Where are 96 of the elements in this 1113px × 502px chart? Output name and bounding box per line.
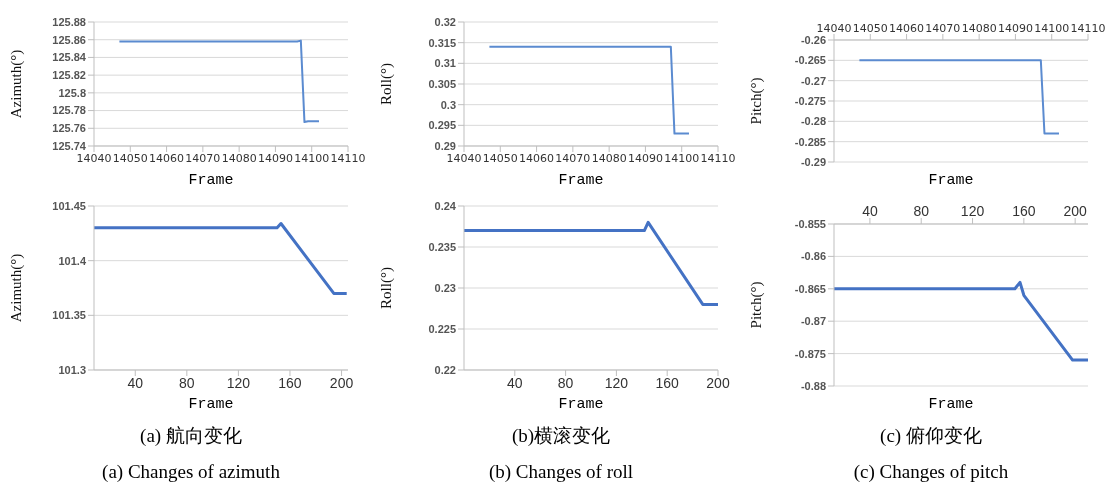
x-tick-label: 120: [960, 203, 985, 219]
text: (a) Changes of azimuth: [101, 461, 281, 483]
x-tick-label: 40: [862, 203, 878, 219]
x-tick-label: 80: [557, 374, 574, 391]
y-tick-label: -0.265: [794, 54, 826, 67]
y-axis-title: Azimuth(°): [8, 49, 26, 119]
y-tick-label: 125.82: [52, 69, 86, 82]
y-tick-label: -0.29: [800, 155, 826, 168]
y-tick-label: 125.8: [58, 86, 86, 99]
y-tick-label: 0.24: [434, 199, 457, 212]
x-axis-title: Frame: [557, 396, 605, 413]
y-tick-label: 101.3: [58, 363, 86, 376]
x-tick-label: 14090: [627, 151, 663, 165]
y-tick-label: -0.87: [800, 315, 826, 328]
y-tick-label: -0.855: [794, 217, 826, 230]
x-tick-label: 200: [1063, 203, 1088, 219]
x-tick-label: 14100: [294, 151, 330, 165]
x-tick-label: 200: [329, 374, 354, 391]
x-tick-label: 14040: [446, 151, 482, 165]
x-axis-title: Frame: [927, 172, 975, 189]
x-tick-label: 14050: [852, 22, 888, 35]
y-tick-label: -0.28: [800, 115, 826, 128]
y-tick-label: 125.74: [52, 139, 87, 152]
x-tick-label: 160: [1012, 203, 1036, 219]
x-tick-label: 14100: [664, 151, 700, 165]
line-series: [118, 39, 320, 124]
x-tick-label: 14050: [112, 151, 148, 165]
x-tick-label: 14100: [1034, 22, 1070, 35]
x-tick-label: 14070: [185, 151, 221, 165]
x-tick-label: 14110: [700, 151, 736, 165]
y-tick-label: -0.88: [800, 379, 826, 392]
x-tick-label: 14070: [555, 151, 591, 165]
x-axis-title: Frame: [187, 396, 235, 413]
x-tick-label: 80: [179, 374, 195, 391]
line-series: [834, 280, 1088, 362]
x-tick-label: 14110: [1070, 22, 1106, 35]
x-tick-label: 80: [913, 203, 930, 219]
text: (b) Changes of roll: [487, 461, 635, 483]
x-tick-label: 160: [655, 374, 680, 391]
x-tick-label: 14110: [330, 151, 366, 165]
y-tick-label: 0.31: [434, 57, 456, 70]
x-tick-label: 14080: [221, 151, 257, 165]
x-tick-label: 14050: [482, 151, 518, 165]
y-axis-title: Roll(°): [378, 267, 396, 309]
y-axis-title: Roll(°): [378, 63, 396, 105]
x-tick-label: 40: [507, 374, 523, 391]
y-tick-label: 0.315: [428, 36, 456, 49]
x-tick-label: 120: [604, 374, 629, 391]
y-tick-label: 125.88: [52, 15, 86, 28]
y-tick-label: 101.4: [58, 254, 87, 267]
x-tick-label: 14090: [997, 22, 1033, 35]
y-tick-label: 0.32: [434, 15, 456, 28]
y-axis-title: Azimuth(°): [8, 253, 26, 323]
x-tick-label: 14070: [925, 22, 961, 35]
y-tick-label: 125.86: [52, 33, 86, 46]
text: (b)横滚变化: [510, 424, 612, 448]
x-tick-label: 14040: [816, 22, 852, 35]
y-tick-label: 101.45: [52, 199, 86, 212]
x-tick-label: 200: [706, 374, 730, 391]
y-tick-label: -0.27: [800, 74, 826, 87]
x-axis-title: Frame: [927, 396, 975, 413]
y-tick-label: 0.3: [440, 98, 456, 111]
x-tick-label: 14080: [961, 22, 997, 35]
y-tick-label: -0.285: [794, 135, 826, 148]
y-tick-label: 125.76: [52, 122, 86, 135]
y-tick-label: 0.305: [428, 77, 456, 90]
x-tick-label: 14060: [889, 22, 925, 35]
text: (c) 俯仰变化: [879, 424, 983, 448]
x-tick-label: 14080: [591, 151, 627, 165]
y-tick-label: 101.35: [52, 309, 86, 322]
y-tick-label: 0.295: [428, 119, 456, 132]
y-tick-label: -0.865: [794, 282, 826, 295]
y-tick-label: -0.26: [800, 33, 826, 46]
y-tick-label: 0.29: [434, 139, 456, 152]
x-tick-label: 14090: [257, 151, 293, 165]
y-axis-title: Pitch(°): [748, 77, 766, 125]
y-tick-label: 0.23: [434, 281, 456, 294]
y-axis-title: Pitch(°): [748, 281, 766, 329]
x-axis-title: Frame: [187, 172, 235, 189]
x-axis-title: Frame: [557, 172, 605, 189]
text: (a) 航向变化: [139, 424, 243, 448]
x-tick-label: 14040: [76, 151, 112, 165]
x-tick-label: 14060: [519, 151, 555, 165]
y-tick-label: 0.225: [428, 322, 456, 335]
y-tick-label: -0.86: [800, 250, 826, 263]
y-tick-label: 125.78: [52, 104, 86, 117]
y-tick-label: 0.235: [428, 240, 456, 253]
y-tick-label: -0.275: [794, 94, 826, 107]
text: (c) Changes of pitch: [852, 461, 1010, 483]
x-tick-label: 14060: [149, 151, 185, 165]
y-tick-label: 125.84: [52, 51, 87, 64]
x-tick-label: 120: [226, 374, 251, 391]
y-tick-label: 0.22: [434, 363, 456, 376]
x-tick-label: 160: [278, 374, 302, 391]
x-tick-label: 40: [127, 374, 144, 391]
y-tick-label: -0.875: [794, 347, 826, 360]
